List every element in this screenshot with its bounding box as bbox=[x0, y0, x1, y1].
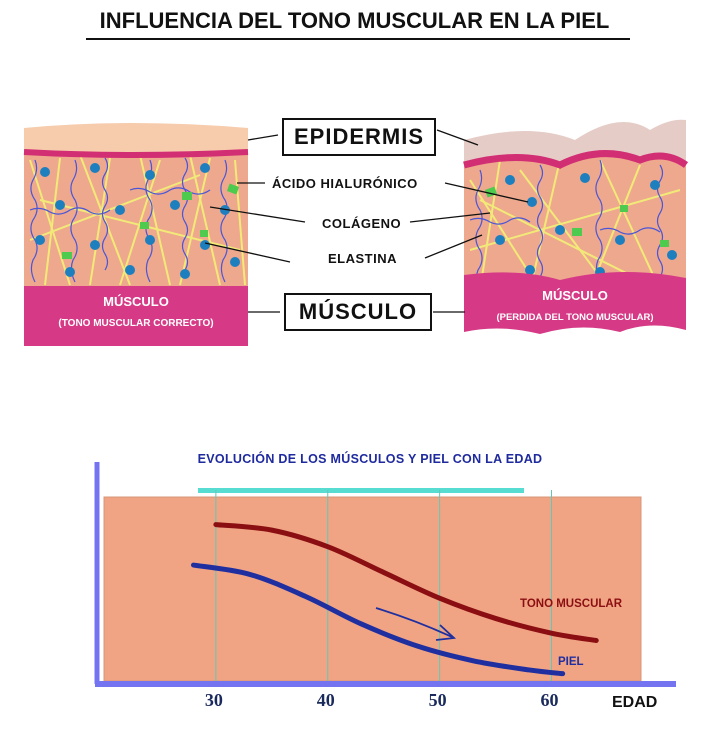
left-muscle bbox=[24, 286, 248, 346]
muscle-label: MÚSCULO bbox=[284, 293, 432, 331]
right-muscle-subtitle: (PERDIDA DEL TONO MUSCULAR) bbox=[496, 312, 654, 323]
x-axis-label: EDAD bbox=[612, 694, 658, 711]
series-label-piel: PIEL bbox=[558, 656, 584, 668]
right-pink-line bbox=[463, 150, 689, 169]
chart-title: EVOLUCIÓN DE LOS MÚSCULOS Y PIEL CON LA … bbox=[197, 452, 543, 466]
title-underline bbox=[86, 38, 630, 40]
left-pink-line bbox=[23, 149, 249, 158]
x-tick-label: 60 bbox=[540, 690, 559, 710]
trend-arrow bbox=[375, 607, 457, 641]
label-pointer-lines bbox=[204, 129, 529, 313]
epidermis-label: EPIDERMIS bbox=[282, 118, 436, 156]
x-tick-label: 30 bbox=[204, 690, 223, 710]
series-label-tono-muscular: TONO MUSCULAR bbox=[520, 598, 623, 610]
left-dermis bbox=[24, 152, 248, 286]
right-muscle bbox=[464, 271, 686, 334]
right-skin-panel bbox=[463, 119, 689, 334]
page-title: INFLUENCIA DEL TONO MUSCULAR EN LA PIEL bbox=[99, 8, 610, 33]
left-skin-panel bbox=[23, 123, 249, 346]
hyaluronic-acid-label: ÁCIDO HIALURÓNICO bbox=[272, 176, 418, 191]
left-muscle-title: MÚSCULO bbox=[103, 294, 169, 309]
series-line-tono-muscular bbox=[213, 522, 599, 644]
right-hyaluronic-drops bbox=[495, 173, 677, 277]
left-epidermis bbox=[24, 123, 248, 152]
cyan-range-bar bbox=[198, 488, 524, 493]
elastin-label: ELASTINA bbox=[328, 251, 397, 266]
left-green-cells bbox=[62, 183, 240, 259]
left-muscle-subtitle: (TONO MUSCULAR CORRECTO) bbox=[58, 318, 214, 329]
series-line-piel bbox=[191, 562, 566, 677]
right-muscle-title: MÚSCULO bbox=[542, 288, 608, 303]
x-tick-label: 40 bbox=[316, 690, 335, 710]
skin-diagram bbox=[23, 119, 689, 346]
left-elastin-fibers bbox=[29, 157, 228, 283]
x-tick-label: 50 bbox=[428, 690, 447, 710]
collagen-label: COLÁGENO bbox=[322, 216, 402, 231]
chart-plot-area bbox=[103, 496, 642, 682]
